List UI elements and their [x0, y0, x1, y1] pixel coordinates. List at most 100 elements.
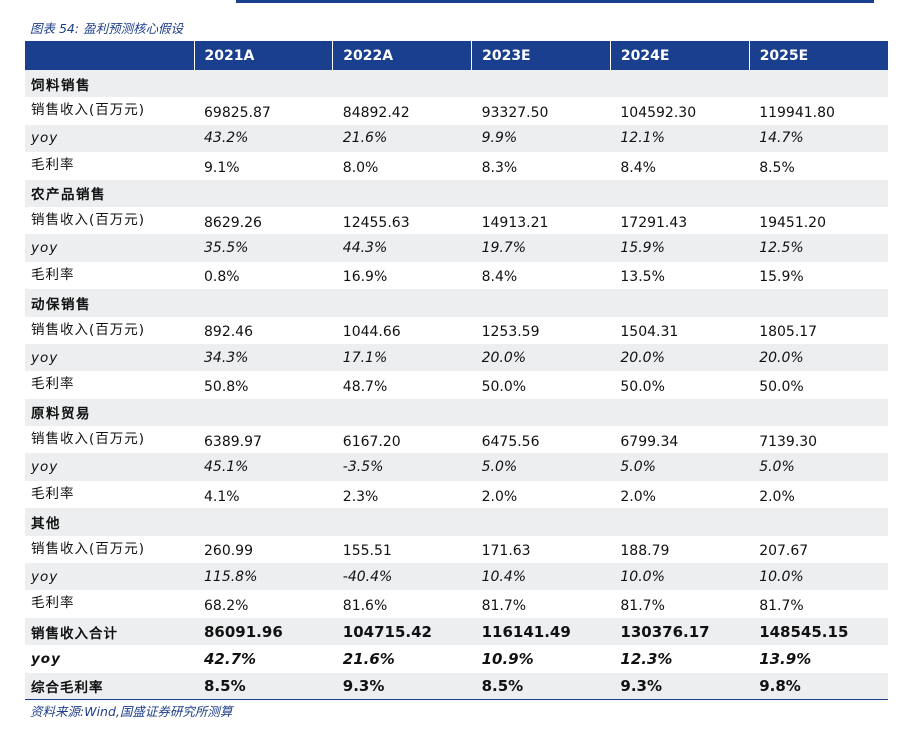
value-cell: 86091.96: [194, 617, 333, 646]
value-cell: 8629.26: [204, 214, 262, 231]
table-row: yoy 115.8% -40.4% 10.4% 10.0% 10.0%: [25, 563, 888, 591]
value-cell: 48.7%: [342, 378, 388, 395]
value-cell: 69825.87: [204, 105, 271, 122]
value-cell: [471, 508, 611, 536]
value-cell: 45.1%: [194, 453, 333, 481]
row-label: yoy: [25, 563, 194, 591]
value-cell: 12.5%: [749, 234, 888, 262]
table-row: 原料贸易: [25, 398, 888, 427]
value-cell: 81.7%: [620, 598, 665, 615]
value-cell: 8.4%: [620, 159, 656, 176]
value-cell: 1044.66: [342, 324, 401, 341]
table-row: 动保销售: [25, 289, 888, 317]
value-cell: 44.3%: [332, 234, 472, 262]
row-label: yoy: [25, 234, 194, 262]
value-cell: [194, 508, 333, 536]
table-body: 饲料销售 销售收入(百万元) 69825.87 84892.42 93327.50 104…: [25, 70, 888, 701]
value-cell: 20.0%: [471, 343, 611, 372]
value-cell: 34.3%: [194, 343, 333, 372]
table-row: 毛利率 0.8% 16.9% 8.4% 13.5% 15.9%: [25, 262, 888, 289]
value-cell: 9.8%: [749, 672, 888, 701]
value-cell: 115.8%: [194, 563, 333, 591]
row-label: yoy: [25, 453, 194, 481]
table-row: 毛利率 50.8% 48.7% 50.0% 50.0% 50.0%: [25, 371, 888, 398]
value-cell: 6475.56: [481, 433, 540, 450]
value-cell: 119941.80: [759, 105, 835, 122]
value-cell: 13.5%: [620, 269, 665, 286]
value-cell: 6799.34: [620, 433, 679, 450]
value-cell: 4.1%: [204, 488, 240, 505]
value-cell: 8.0%: [342, 159, 379, 176]
value-cell: 50.0%: [481, 378, 527, 395]
row-label: 饲料销售: [25, 70, 194, 98]
value-cell: 9.1%: [204, 159, 240, 176]
row-label: 综合毛利率: [25, 672, 194, 701]
row-label: 销售收入(百万元): [31, 211, 146, 228]
value-cell: 20.0%: [749, 343, 888, 372]
row-label: 毛利率: [31, 376, 75, 393]
value-cell: 155.51: [342, 543, 392, 560]
value-cell: [332, 289, 472, 317]
value-cell: 5.0%: [610, 453, 750, 481]
row-label: 农产品销售: [25, 179, 194, 207]
value-cell: [471, 398, 611, 427]
value-cell: 16.9%: [342, 269, 388, 286]
value-cell: 17291.43: [620, 214, 688, 231]
row-label: 其他: [25, 508, 194, 536]
value-cell: 12.1%: [610, 124, 750, 153]
value-cell: 12.3%: [620, 649, 673, 668]
value-cell: 8.3%: [481, 159, 518, 176]
value-cell: 19.7%: [471, 234, 611, 262]
value-cell: [749, 179, 888, 207]
row-label: yoy: [25, 124, 194, 153]
table-row: 毛利率 4.1% 2.3% 2.0% 2.0% 2.0%: [25, 481, 888, 508]
value-cell: 9.3%: [332, 672, 472, 701]
value-cell: 10.4%: [471, 563, 611, 591]
value-cell: 42.7%: [204, 649, 257, 668]
value-cell: [749, 70, 888, 98]
value-cell: 10.0%: [749, 563, 888, 591]
value-cell: [194, 398, 333, 427]
header-cell-2025e: 2025E: [749, 41, 888, 70]
row-label: 销售收入(百万元): [31, 321, 146, 338]
value-cell: 68.2%: [204, 598, 249, 615]
value-cell: 93327.50: [481, 105, 549, 122]
value-cell: 260.99: [204, 543, 253, 560]
value-cell: 6167.20: [342, 433, 401, 450]
value-cell: 207.67: [759, 543, 809, 560]
header-cell-2022a: 2022A: [332, 41, 473, 70]
header-cell-2024e: 2024E: [610, 41, 750, 70]
value-cell: 2.0%: [759, 488, 795, 505]
table-row: 销售收入(百万元) 260.99 155.51 171.63 188.79 207.67: [25, 536, 888, 563]
row-label: 销售收入(百万元): [31, 540, 146, 557]
header-row: 2021A 2022A 2023E 2024E 2025E: [25, 41, 888, 70]
row-label: yoy: [25, 343, 194, 372]
table-row: 毛利率 9.1% 8.0% 8.3% 8.4% 8.5%: [25, 152, 888, 179]
forecast-table: 2021A 2022A 2023E 2024E 2025E 饲料销售 销售收入(百…: [25, 41, 888, 701]
value-cell: [749, 508, 888, 536]
value-cell: 2.3%: [342, 488, 379, 505]
value-cell: 14913.21: [481, 214, 549, 231]
value-cell: 50.0%: [759, 378, 804, 395]
header-cell-2023e: 2023E: [471, 41, 611, 70]
value-cell: 148545.15: [749, 617, 888, 646]
table-row: 销售收入(百万元) 892.46 1044.66 1253.59 1504.31 1805…: [25, 317, 888, 344]
value-cell: 1504.31: [620, 324, 679, 341]
value-cell: 8.4%: [481, 269, 518, 286]
table-row: 销售收入合计 86091.96 104715.42 116141.49 130376.1…: [25, 617, 888, 646]
value-cell: [332, 508, 472, 536]
table-row: yoy 42.7% 21.6% 10.9% 12.3% 13.9%: [25, 645, 888, 672]
value-cell: 35.5%: [194, 234, 333, 262]
value-cell: [332, 70, 472, 98]
value-cell: 2.0%: [620, 488, 656, 505]
header-cell-blank: [25, 41, 195, 70]
table-row: 销售收入(百万元) 69825.87 84892.42 93327.50 104592.…: [25, 97, 888, 124]
value-cell: [610, 70, 750, 98]
table-row: 饲料销售: [25, 70, 888, 98]
table-row: 其他: [25, 508, 888, 536]
table-row: 毛利率 68.2% 81.6% 81.7% 81.7% 81.7%: [25, 590, 888, 617]
value-cell: 9.9%: [471, 124, 611, 153]
top-rule: [236, 0, 874, 3]
value-cell: 5.0%: [749, 453, 888, 481]
value-cell: 50.8%: [204, 378, 249, 395]
